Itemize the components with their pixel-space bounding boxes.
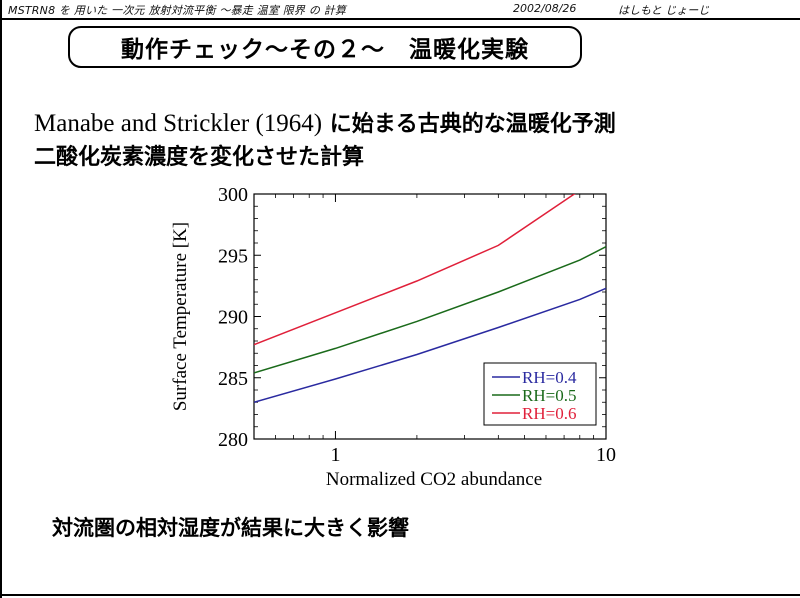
slide-title: 動作チェック～その２～ 温暖化実験 [121,37,529,63]
citation-text: Manabe and Strickler (1964) [34,110,323,137]
y-tick-label: 290 [218,307,248,329]
slide-left-border [0,0,2,598]
body-line-2: 二酸化炭素濃度を変化させた計算 [34,145,365,170]
body-line-1-text: に始まる古典的な温暖化予測 [322,112,616,137]
legend-label-2: RH=0.5 [522,386,576,405]
legend-label-1: RH=0.4 [522,368,577,387]
legend-label-3: RH=0.6 [522,404,576,423]
body-line-1: Manabe and Strickler (1964) に始まる古典的な温暖化予… [34,106,616,138]
y-tick-label: 300 [218,184,248,206]
legend-box [483,362,597,426]
series-line-3 [254,194,576,346]
slide-header-topic: MSTRN8 を 用いた 一次元 放射対流平衡 ～暴走 温室 限界 の 計算 [8,4,347,17]
x-axis-label: Normalized CO2 abundance [326,469,542,490]
x-tick-label: 1 [330,444,340,466]
y-axis-label: Surface Temperature [K] [170,222,191,411]
bottom-rule [0,594,800,596]
series-line-2 [254,246,606,374]
slide-header-author: はしもと じょーじ [618,4,710,17]
slide-title-box: 動作チェック～その２～ 温暖化実験 [68,26,582,68]
header-rule [0,18,800,20]
x-tick-label: 10 [596,444,616,466]
y-tick-label: 285 [218,368,248,390]
series-line-1 [254,287,606,404]
y-tick-label: 295 [218,245,248,267]
conclusion-text: 対流圏の相対湿度が結果に大きく影響 [52,516,409,540]
slide-header-date: 2002/08/26 [513,2,577,15]
chart-svg: 280 285 290 295 300 1 10 Normalized CO2 abundan… [170,184,616,490]
temperature-chart: 280 285 290 295 300 1 10 Normalized CO2 abundan… [150,180,620,500]
y-tick-label: 280 [218,429,248,451]
